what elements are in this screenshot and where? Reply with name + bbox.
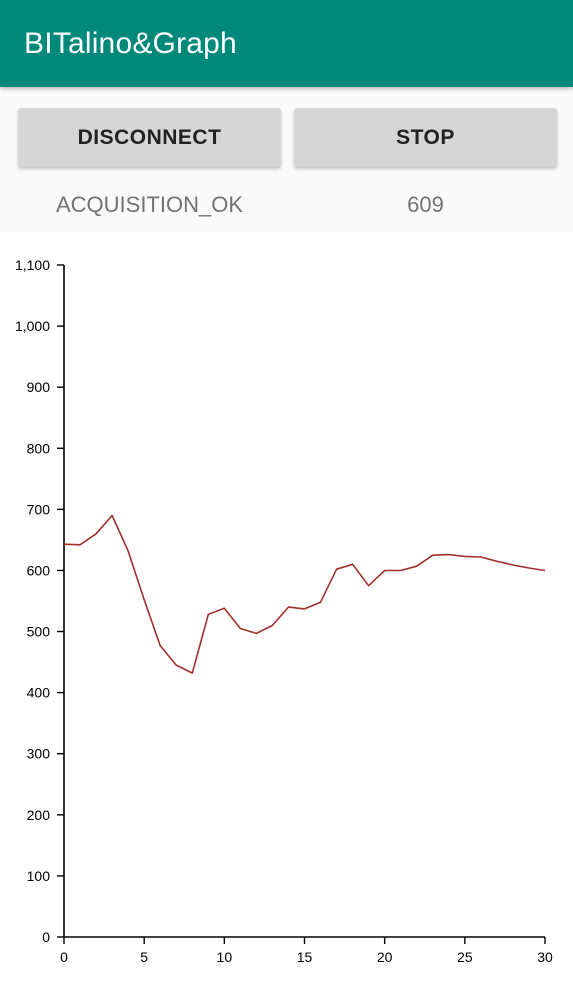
y-tick-label: 700 [27,501,51,517]
y-tick-label: 500 [27,624,51,640]
x-tick-label: 5 [140,949,148,965]
y-tick-label: 900 [27,379,51,395]
y-tick-label: 1,100 [15,257,50,273]
disconnect-button[interactable]: DISCONNECT [18,108,281,167]
acquisition-status: ACQUISITION_OK [55,192,244,217]
x-tick-label: 15 [297,949,313,965]
x-tick-label: 30 [537,949,553,965]
y-tick-label: 600 [27,562,51,578]
app-bar: BITalino&Graph [0,0,573,87]
series-line [63,514,546,674]
series-group [63,514,546,674]
app-title: BITalino&Graph [24,27,237,60]
stop-button[interactable]: STOP [294,108,557,167]
x-axis: 0 5 10 15 20 25 30 [60,936,553,965]
x-tick-label: 20 [377,949,393,965]
y-tick-label: 0 [42,929,50,945]
x-tick-label: 10 [217,949,233,965]
controls-panel: DISCONNECT STOP ACQUISITION_OK 609 [0,87,573,232]
x-tick-label: 0 [60,949,68,965]
y-tick-label: 800 [27,440,51,456]
y-tick-label: 200 [27,807,51,823]
y-axis: 0 100 200 300 400 500 600 700 800 900 1,000 1,100 [15,257,65,945]
y-tick-label: 400 [27,685,51,701]
sample-count: 609 [407,192,444,217]
chart-area: 0 100 200 300 400 500 600 700 800 900 1,000 1,100 0… [0,232,573,981]
y-tick-label: 100 [27,868,51,884]
y-tick-label: 300 [27,746,51,762]
x-tick-label: 25 [457,949,473,965]
y-tick-label: 1,000 [15,318,50,334]
